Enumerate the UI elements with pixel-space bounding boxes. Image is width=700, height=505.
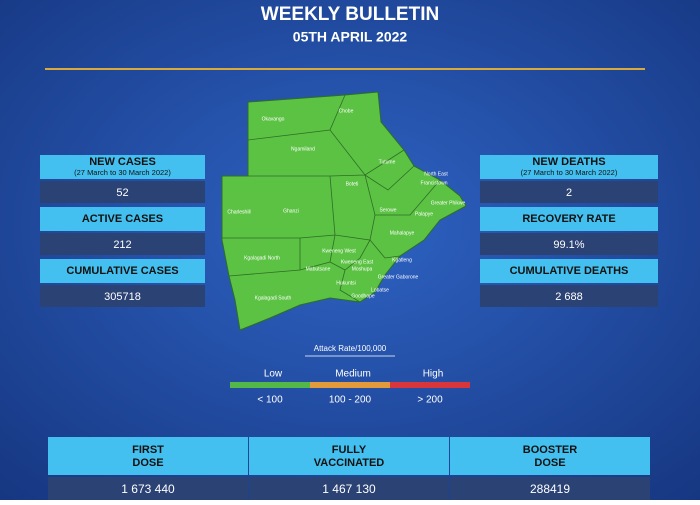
vacc-label: FIRST DOSE <box>132 444 164 469</box>
stat-value: 212 <box>113 239 131 251</box>
vacc-label-line: VACCINATED <box>314 457 385 469</box>
vacc-value: 288419 <box>530 482 570 496</box>
map: Chobe Okavango Ngamiland Tutume Boteti North … <box>221 91 467 331</box>
title: WEEKLY BULLETIN <box>261 4 439 25</box>
district-label: Tutume <box>379 159 396 165</box>
district-label: Chobe <box>339 108 354 114</box>
stats: NEW CASES(27 March to 30 March 2022)52AC… <box>40 155 658 307</box>
stat-header <box>480 155 658 179</box>
district-label: Charleshill <box>227 209 250 215</box>
vacc-header <box>249 437 449 475</box>
stat-label: NEW CASES <box>89 156 156 168</box>
legend-title: Attack Rate/100,000 <box>314 344 387 353</box>
district-label: Mabutsane <box>306 266 331 272</box>
stat-header <box>40 155 205 179</box>
vacc-label: BOOSTER DOSE <box>523 444 577 469</box>
vacc-value: 1 467 130 <box>322 482 376 496</box>
district-label: Kgalagadi South <box>255 295 292 301</box>
vacc-value-box <box>48 477 248 500</box>
legend-level: Medium <box>335 369 371 380</box>
stat-value: 52 <box>116 187 128 199</box>
vacc-value: 1 673 440 <box>121 482 175 496</box>
district-label: Kweneng West <box>322 248 356 254</box>
stat-label: RECOVERY RATE <box>522 213 615 225</box>
vacc-label-line: BOOSTER <box>523 444 577 456</box>
district-label: Francistown <box>421 180 448 186</box>
vacc-label-line: FIRST <box>132 444 164 456</box>
vacc-label: FULLY VACCINATED <box>314 444 385 469</box>
stat-value: 2 688 <box>555 291 583 303</box>
stat-value-box <box>40 233 205 255</box>
district-label: Kweneng East <box>341 259 374 265</box>
district-label: Lobatse <box>371 287 389 293</box>
stat-period: (27 March to 30 March 2022) <box>521 168 618 177</box>
stat-label: ACTIVE CASES <box>82 213 163 225</box>
legend: Low < 100 Medium 100 - 200 High > 200 <box>230 369 470 406</box>
vacc-label-line: FULLY <box>332 444 367 456</box>
stat-value-box <box>40 285 205 307</box>
vacc-header <box>450 437 650 475</box>
legend-range: > 200 <box>417 395 443 406</box>
date: 05TH APRIL 2022 <box>293 29 408 45</box>
stat-header <box>40 259 205 283</box>
stat-header <box>480 207 658 231</box>
vacc-value-box <box>249 477 449 500</box>
legend-bar <box>230 382 310 388</box>
stat-label: CUMULATIVE DEATHS <box>510 265 629 277</box>
district-label: Okavango <box>262 116 285 122</box>
vacc-label-line: DOSE <box>132 457 163 469</box>
stat-period: (27 March to 30 March 2022) <box>74 168 171 177</box>
district-label: Goodhope <box>351 293 375 299</box>
district-label: North East <box>424 171 448 177</box>
stat-value-box <box>40 181 205 203</box>
stat-label: CUMULATIVE CASES <box>66 265 178 277</box>
district-label: Ngamiland <box>291 146 315 152</box>
stat-header <box>40 207 205 231</box>
legend-level: High <box>423 369 444 380</box>
stat-value: 305718 <box>104 291 141 303</box>
district-label: Ghanzi <box>283 208 299 214</box>
vacc-label-line: DOSE <box>534 457 565 469</box>
district-label: Kgatleng <box>392 257 412 263</box>
vacc-header <box>48 437 248 475</box>
district-label: Palapye <box>415 211 433 217</box>
district-label: Hukuntsi <box>336 280 355 286</box>
legend-bar <box>310 382 390 388</box>
district-label: Boteti <box>346 181 359 187</box>
district-label: Mahalapye <box>390 230 415 236</box>
legend-bar <box>390 382 470 388</box>
legend-level: Low <box>264 369 283 380</box>
stat-header <box>480 259 658 283</box>
stat-label: NEW DEATHS <box>532 156 605 168</box>
stat-value: 2 <box>566 187 572 199</box>
district-label: Greater Gaborone <box>378 274 419 280</box>
district-label: Kgalagadi North <box>244 255 280 261</box>
district-label: Greater Phikwe <box>431 200 466 206</box>
district-borders <box>222 94 441 303</box>
vacc-value-box <box>450 477 650 500</box>
stat-value: 99.1% <box>553 239 584 251</box>
stat-value-box <box>480 285 658 307</box>
legend-range: 100 - 200 <box>329 395 372 406</box>
stat-value-box <box>480 181 658 203</box>
stat-value-box <box>480 233 658 255</box>
district-label: Moshupa <box>352 266 373 272</box>
district-label: Serowe <box>380 207 397 213</box>
legend-range: < 100 <box>257 395 283 406</box>
